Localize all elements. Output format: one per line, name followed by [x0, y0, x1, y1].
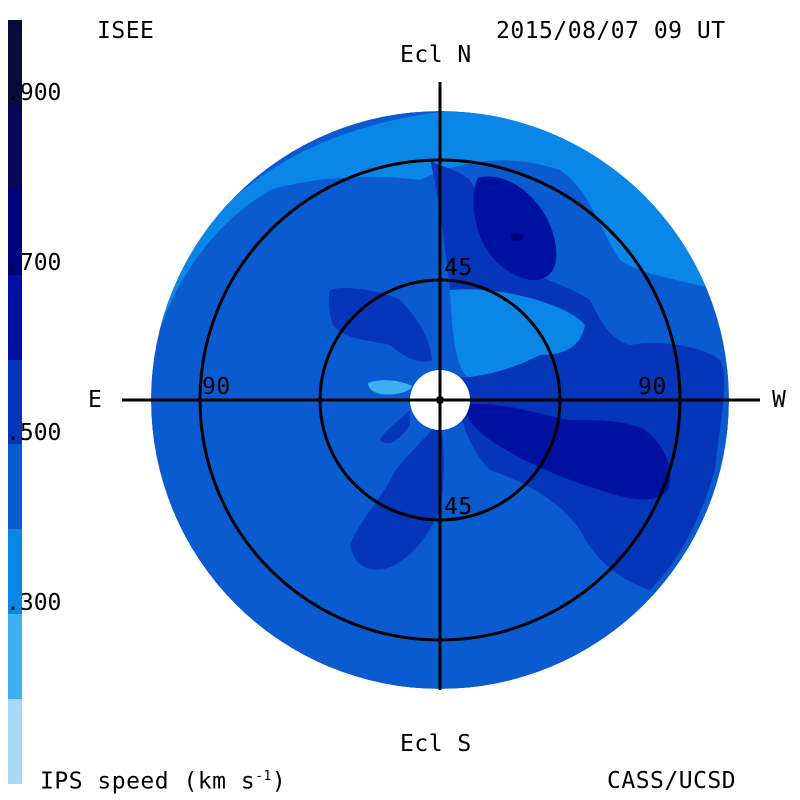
axis-label-north: Ecl N — [400, 42, 472, 68]
colorbar-tick-300: .300 — [6, 590, 62, 616]
colorbar-tick-500: .500 — [6, 420, 62, 446]
colorbar-segment — [8, 189, 22, 275]
speed-peak — [511, 233, 523, 241]
colorbar-segment — [8, 274, 22, 360]
speed-region-mid — [328, 288, 432, 362]
colorbar-segment — [8, 104, 22, 190]
speed-region-mid — [350, 420, 444, 570]
colorbar-segment — [8, 529, 22, 615]
observatory-label: ISEE — [97, 18, 155, 44]
colorbar-title-close: ) — [271, 768, 287, 795]
colorbar-title-superscript: -1 — [255, 769, 272, 784]
axis-label-west: W — [772, 387, 787, 413]
timestamp: 2015/08/07 09 UT — [496, 18, 726, 44]
speed-region-low — [450, 289, 585, 378]
colorbar-title: IPS speed (km s-1) — [40, 770, 286, 794]
axis-label-east: E — [88, 387, 103, 413]
speed-region-low — [368, 380, 412, 395]
center-dot — [436, 396, 444, 404]
colorbar-segment — [8, 444, 22, 530]
axis-label-south: Ecl S — [400, 731, 472, 757]
colorbar-segment — [8, 359, 22, 445]
ring-label-inner-north: 45 — [444, 255, 473, 281]
colorbar-segment — [8, 20, 22, 105]
colorbar-segment — [8, 699, 22, 785]
speed-region-low — [151, 111, 729, 330]
colorbar-title-text: IPS speed (km s — [40, 768, 256, 795]
speed-region-mid — [380, 410, 410, 444]
ring-label-inner-south: 45 — [444, 494, 473, 520]
speed-region-high — [465, 403, 671, 500]
colorbar-tick-700: .700 — [6, 250, 62, 276]
colorbar-segment — [8, 614, 22, 700]
credit-label: CASS/UCSD — [607, 768, 737, 794]
ring-label-outer-west: 90 — [638, 374, 667, 400]
ring-label-outer-east: 90 — [202, 374, 231, 400]
speed-region-high — [473, 176, 557, 281]
colorbar — [8, 20, 22, 785]
colorbar-tick-900: .900 — [6, 80, 62, 106]
